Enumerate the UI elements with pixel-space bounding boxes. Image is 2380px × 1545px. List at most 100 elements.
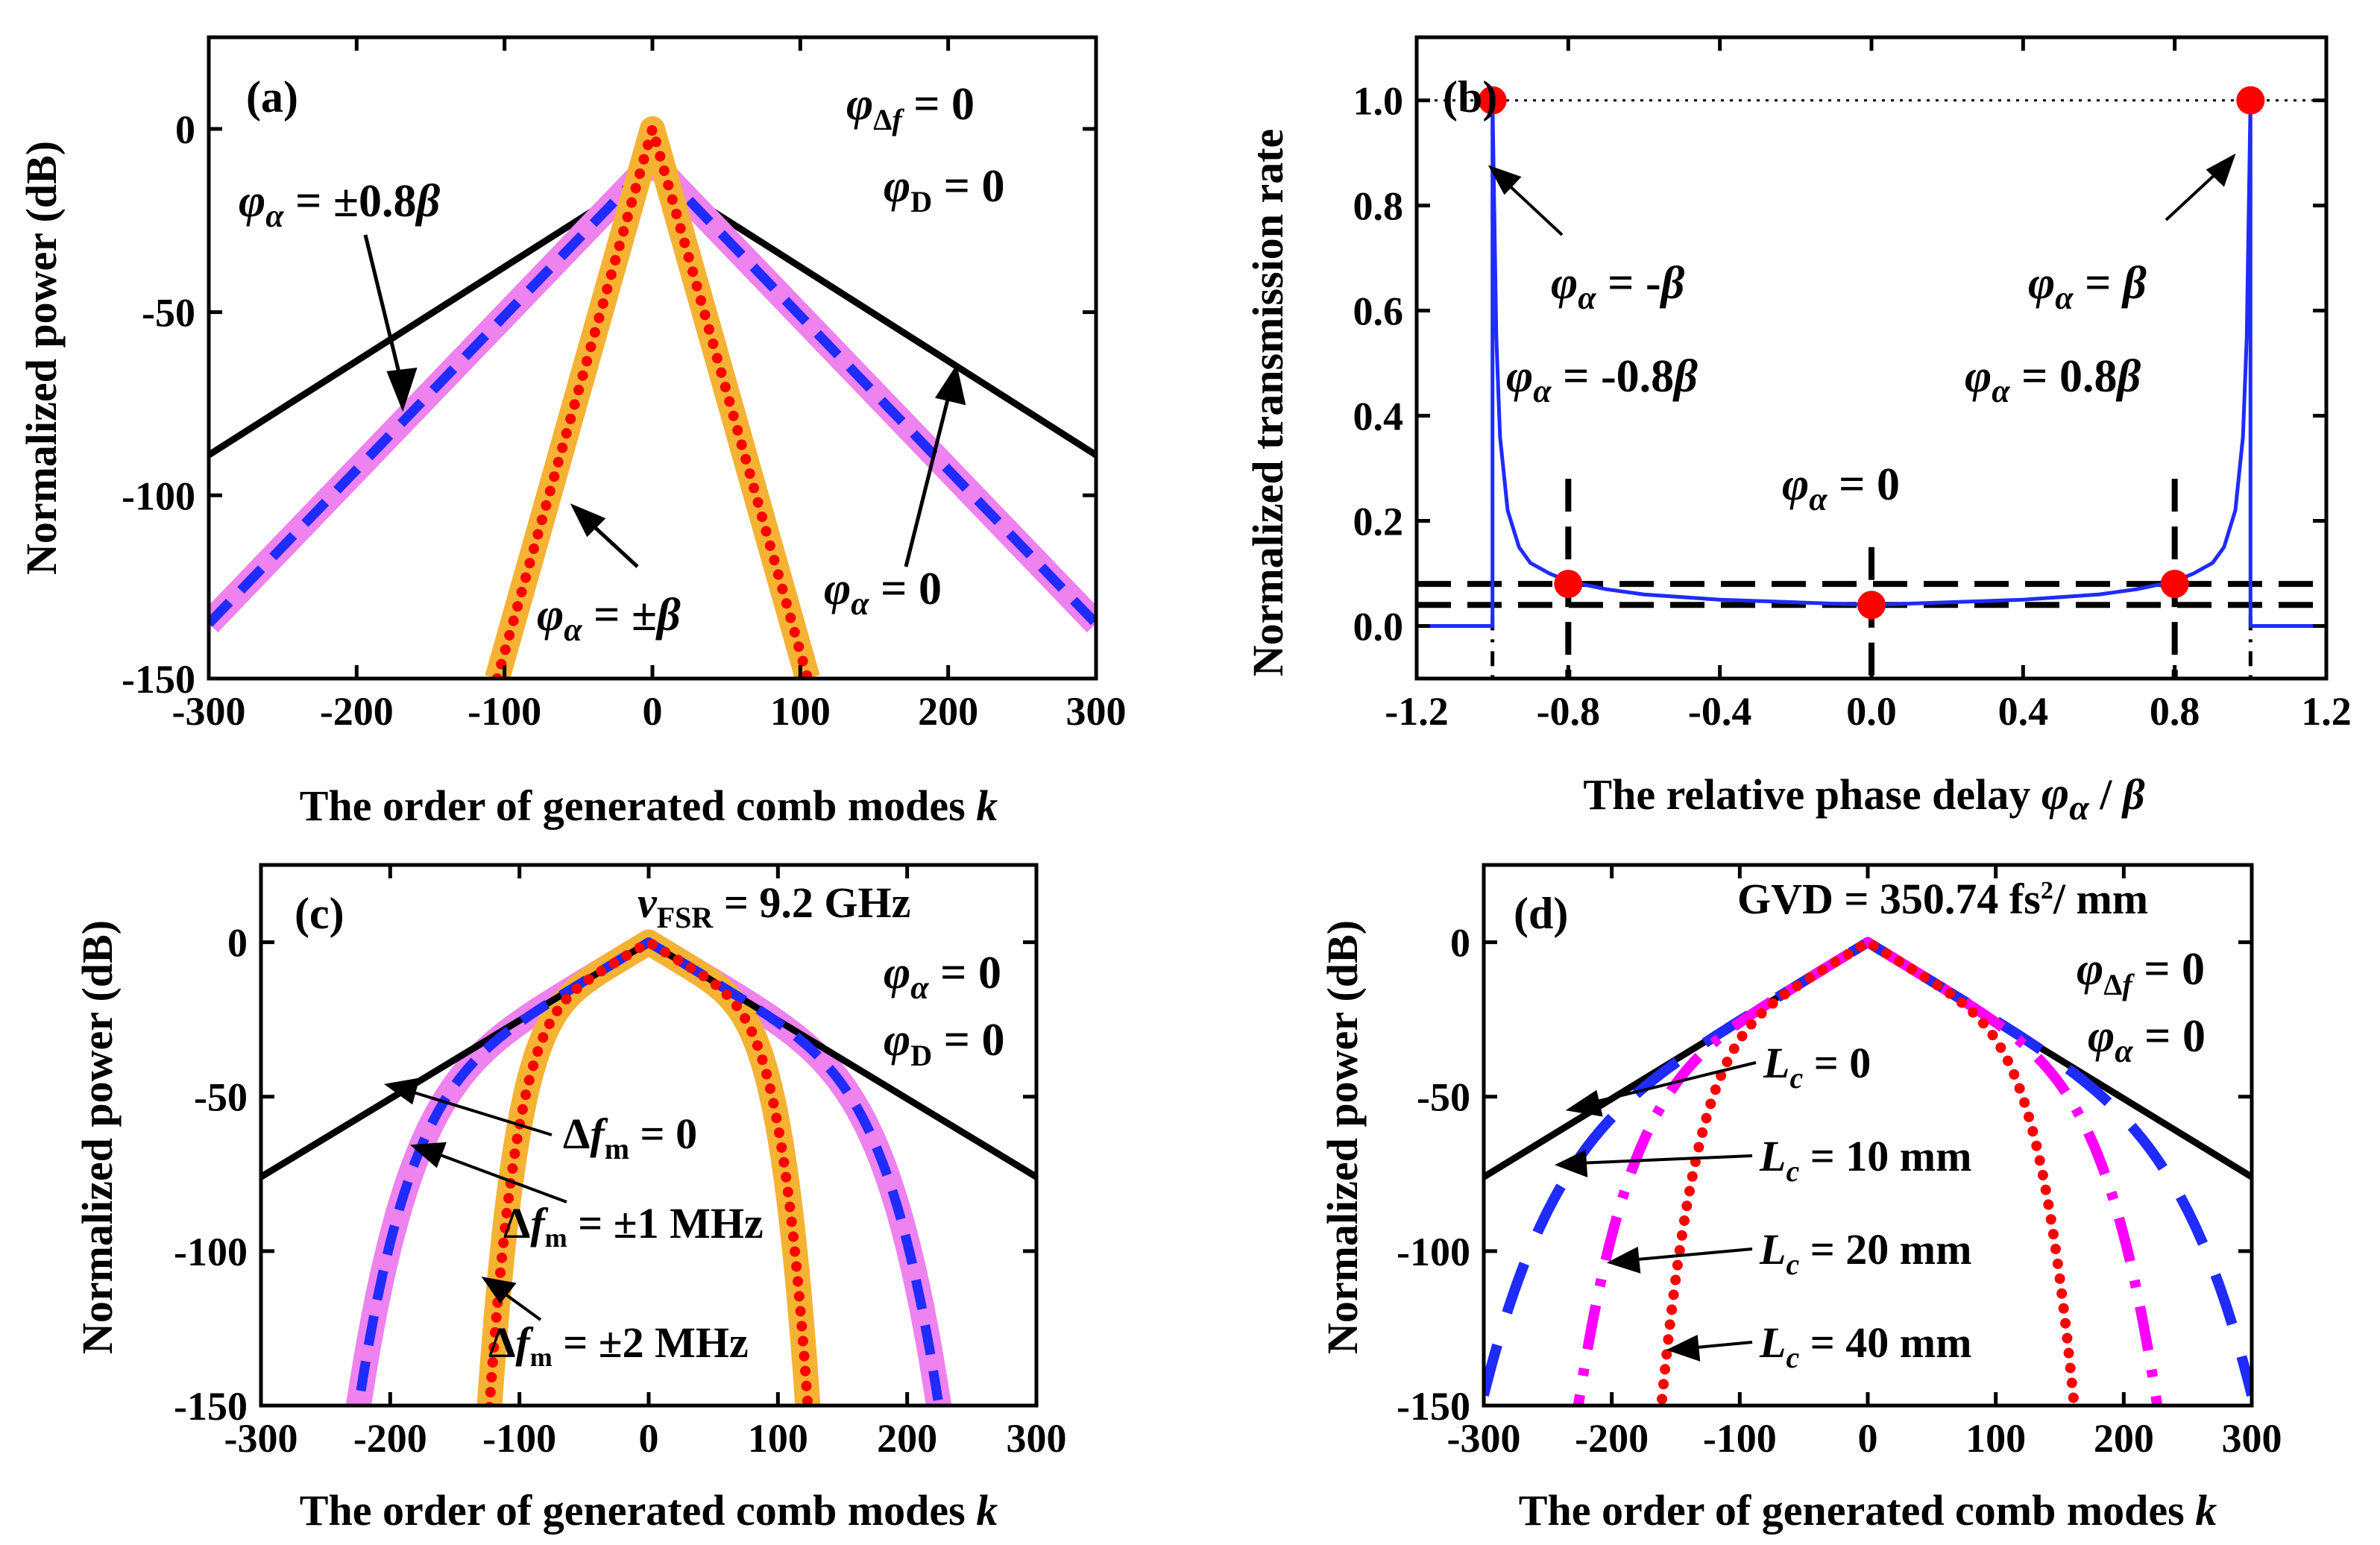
panel-c: -300 -200 -100 0 100 200 300 0 -50 -100 -150 (c) T… (73, 863, 1067, 1535)
annotation-minus-beta-b: φα = -β (1551, 258, 1685, 316)
panel-label-d: (d) (1514, 889, 1568, 938)
x-tick-label: -300 (224, 1416, 298, 1461)
x-axis-label-d: The order of generated comb modes k (1519, 1486, 2217, 1535)
annotation-lc10-d: Lc = 10 mm (1759, 1132, 1971, 1188)
y-tick-label: 0.8 (1353, 184, 1404, 229)
y-tick-label: -100 (174, 1230, 248, 1274)
annotation-phi-d-a: φD = 0 (884, 161, 1005, 218)
y-axis-label-a: Normalized power (dB) (17, 141, 66, 575)
series-c-2 (484, 937, 813, 1406)
annotation-minus-08beta-b: φα = -0.8β (1506, 351, 1698, 409)
x-tick-label: 0 (639, 1416, 659, 1461)
x-tick-label: -200 (353, 1416, 427, 1461)
x-tick-label: 0.4 (1998, 689, 2049, 734)
panel-a: -300 -200 -100 0 100 200 300 0 -50 -100 -150 (a) T… (17, 35, 1127, 830)
y-tick-label: -150 (122, 657, 195, 702)
x-tick-label: 100 (748, 1416, 808, 1461)
annotation-zero-b: φα = 0 (1782, 459, 1900, 517)
x-tick-label: -300 (172, 689, 246, 734)
panel-label-b: (b) (1443, 72, 1497, 122)
series-d-3 (1656, 937, 2080, 1406)
x-tick-label: 0.0 (1846, 689, 1897, 734)
y-axis-label-c: Normalized power (dB) (73, 920, 122, 1354)
annotation-phi-alpha-08-a: φα = ±0.8β (239, 176, 440, 234)
x-tick-label: -1.2 (1385, 689, 1448, 734)
plot-a-ticks: -300 -200 -100 0 100 200 300 0 -50 -100 -150 (122, 37, 1127, 734)
y-tick-label: 0.6 (1353, 289, 1404, 334)
x-tick-label: 0 (643, 689, 663, 734)
annotation-plus-08beta-b: φα = 0.8β (1965, 351, 2141, 409)
y-tick-label: -150 (174, 1384, 248, 1429)
annotation-lc20-d: Lc = 20 mm (1759, 1225, 1971, 1281)
annotation-vfsr-c: vFSR = 9.2 GHz (638, 878, 910, 934)
annotation-arrows-a (363, 234, 966, 568)
y-tick-label: -100 (1397, 1230, 1470, 1274)
panel-b: -1.2 -0.8 -0.4 0.0 0.4 0.8 1.2 0.0 0.2 0.4 0.6 0.8 1… (1244, 35, 2352, 828)
annotation-phi-alpha-d: φα = 0 (2088, 1011, 2206, 1069)
marker-b-4 (1857, 591, 1886, 620)
x-tick-label: -200 (320, 689, 394, 734)
annotation-plus-beta-b: φα = β (2028, 258, 2147, 316)
annotation-phi-alpha-c: φα = 0 (884, 948, 1001, 1006)
annotation-phi-alpha-beta-a: φα = ±β (537, 590, 681, 648)
y-tick-label: 0.4 (1353, 394, 1404, 439)
y-tick-label: 0.0 (1353, 605, 1404, 649)
x-tick-label: -100 (1703, 1416, 1777, 1461)
y-tick-label: 0 (227, 921, 248, 966)
annotation-phi-alpha-0-a: φα = 0 (824, 564, 942, 622)
plot-d-series (1484, 937, 2252, 1406)
plot-c-ticks: -300 -200 -100 0 100 200 300 0 -50 -100 -150 (174, 865, 1067, 1461)
annotation-phi-d-c: φD = 0 (884, 1015, 1005, 1072)
x-tick-label: 0.8 (2150, 689, 2200, 734)
annotation-lc0-d: Lc = 0 (1763, 1039, 1871, 1095)
marker-b-2 (1554, 570, 1583, 599)
y-tick-label: 1.0 (1353, 79, 1404, 124)
x-axis-label-a: The order of generated comb modes k (300, 781, 998, 830)
x-tick-label: 300 (1066, 689, 1127, 734)
x-tick-label: 100 (1965, 1416, 2026, 1461)
annotation-dfm2-c: Δfm = ±2 MHz (488, 1318, 749, 1372)
marker-b-3 (2160, 570, 2189, 599)
y-axis-label-d: Normalized power (dB) (1318, 920, 1367, 1354)
y-axis-label-b: Normalized transmission rate (1244, 129, 1292, 677)
y-tick-label: 0.2 (1353, 500, 1404, 544)
annotation-dfm1-c: Δfm = ±1 MHz (503, 1199, 764, 1253)
series-a-4 (491, 123, 813, 679)
plot-b-series (1417, 86, 2326, 679)
y-tick-label: -100 (122, 473, 195, 518)
x-tick-label: 300 (2222, 1416, 2282, 1461)
x-tick-label: -0.8 (1537, 689, 1600, 734)
y-tick-label: -50 (1417, 1075, 1470, 1120)
series-a-2 (209, 157, 1096, 627)
x-tick-label: -100 (482, 1416, 556, 1461)
x-tick-label: 100 (770, 689, 831, 734)
panel-label-a: (a) (246, 72, 298, 122)
annotation-arrows-b (1488, 153, 2236, 236)
x-tick-label: 0 (1858, 1416, 1878, 1461)
x-tick-label: -200 (1575, 1416, 1649, 1461)
panel-d: -300 -200 -100 0 100 200 300 0 -50 -100 -150 (d) T… (1318, 863, 2282, 1535)
x-axis-label-c: The order of generated comb modes k (300, 1486, 998, 1535)
marker-b-0 (1478, 86, 1507, 115)
annotation-lc40-d: Lc = 40 mm (1759, 1318, 1971, 1374)
y-tick-label: -150 (1397, 1384, 1470, 1429)
x-tick-label: 200 (2094, 1416, 2154, 1461)
y-tick-label: 0 (1450, 921, 1470, 966)
plot-a-series (209, 116, 1096, 679)
x-tick-label: 1.2 (2301, 689, 2352, 734)
panel-label-c: (c) (295, 889, 344, 938)
annotation-gvd-d: GVD = 350.74 fs2/ mm (1737, 875, 2148, 923)
x-tick-label: 200 (877, 1416, 937, 1461)
marker-b-1 (2236, 86, 2265, 115)
annotation-dfm0-c: Δfm = 0 (563, 1110, 697, 1165)
x-axis-label-b: The relative phase delay φα / β (1583, 767, 2144, 828)
series-d-2 (1572, 937, 2163, 1406)
plot-b-ticks: -1.2 -0.8 -0.4 0.0 0.4 0.8 1.2 0.0 0.2 0.4 0.6 0.8 1… (1353, 37, 2352, 734)
y-tick-label: -50 (194, 1075, 248, 1120)
y-tick-label: 0 (175, 107, 195, 152)
annotation-phi-df-a: φΔf = 0 (846, 79, 975, 136)
x-tick-label: 300 (1007, 1416, 1067, 1461)
x-tick-label: -0.4 (1688, 689, 1751, 734)
x-tick-label: -300 (1447, 1416, 1521, 1461)
